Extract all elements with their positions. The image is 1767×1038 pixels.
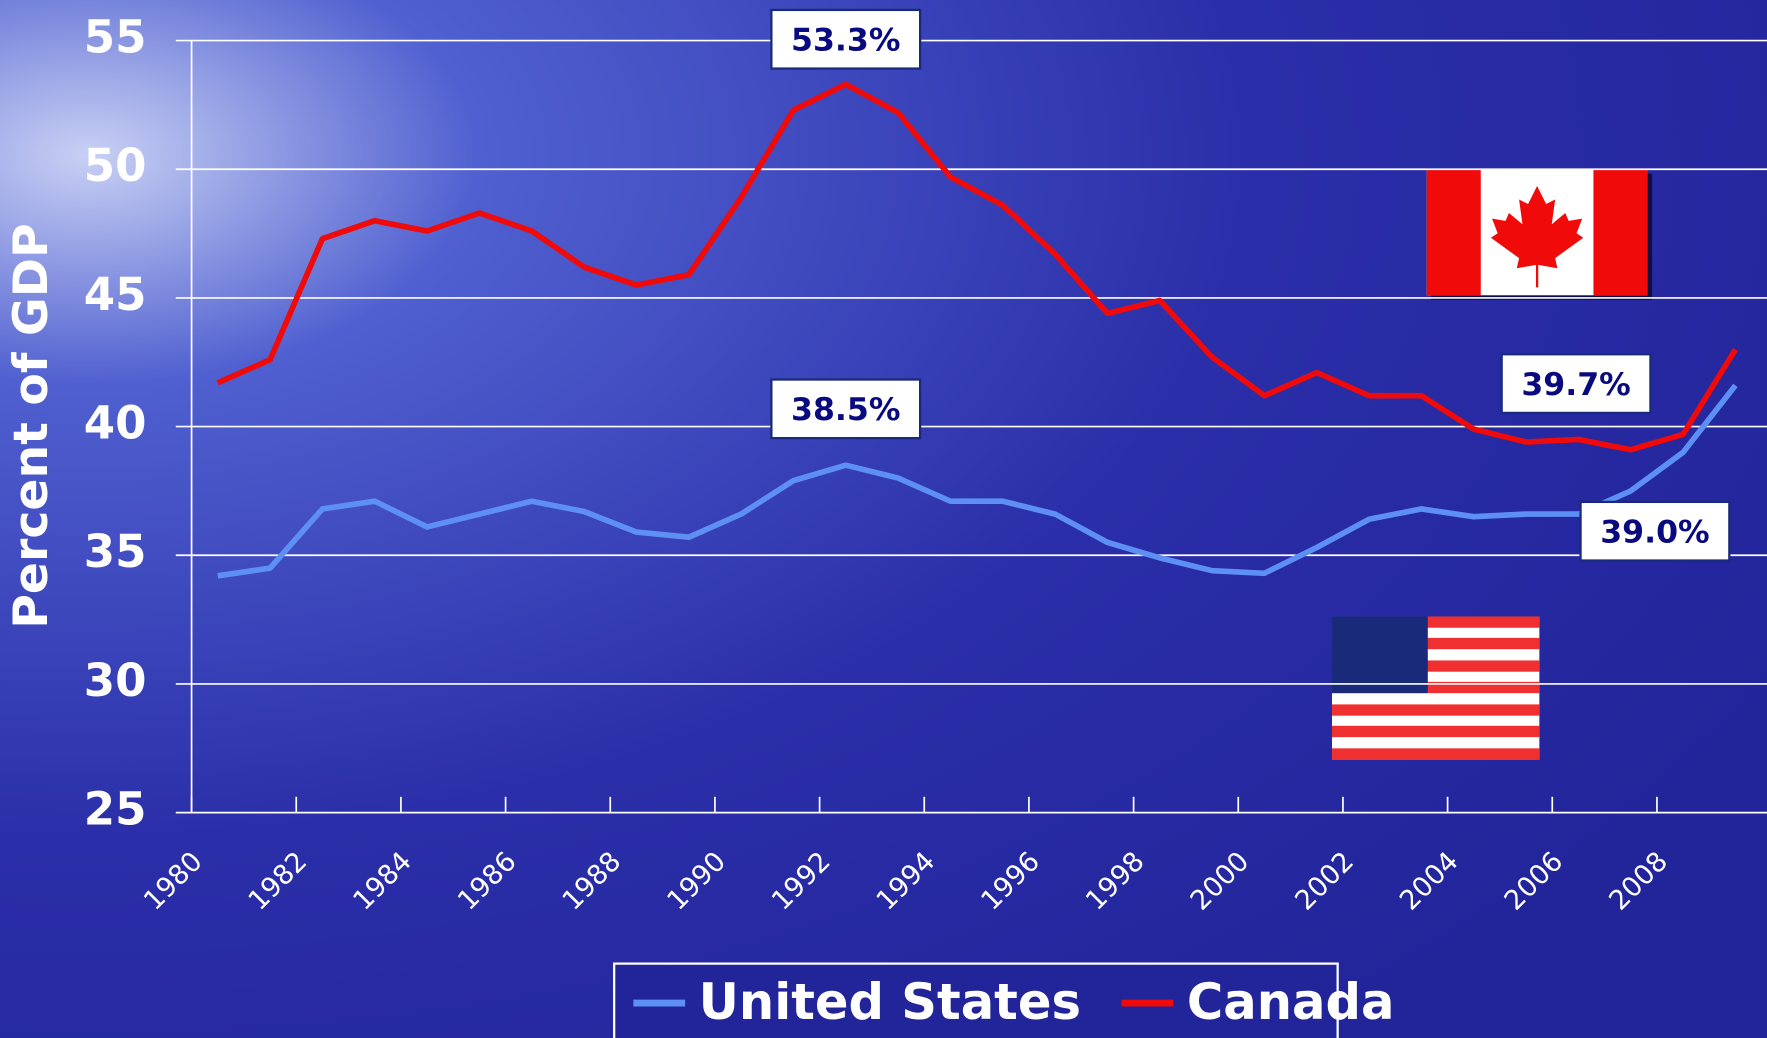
y-tick-label: 30 [84,654,147,707]
annotation-label: 39.7% [1521,367,1630,403]
y-tick-label: 35 [84,525,147,578]
y-tick-label: 55 [84,11,147,64]
annotation-label: 53.3% [791,22,900,58]
y-tick-label: 50 [84,139,147,192]
legend-label: United States [699,973,1081,1031]
annotation-label: 39.0% [1600,514,1709,550]
y-tick-label: 40 [84,397,147,450]
us-flag [1332,616,1539,759]
y-tick-label: 25 [84,783,147,836]
page: {"chart_data":{"type":"line","y_label":"… [0,0,1767,1038]
y-tick-label: 45 [84,268,147,321]
y-axis-label: Percent of GDP [4,223,59,629]
legend-label: Canada [1187,973,1395,1031]
canada-flag [1427,169,1652,300]
annotation-label: 38.5% [791,392,900,428]
chart: Percent of GDP 2530354045505519801982198… [0,0,1767,1038]
